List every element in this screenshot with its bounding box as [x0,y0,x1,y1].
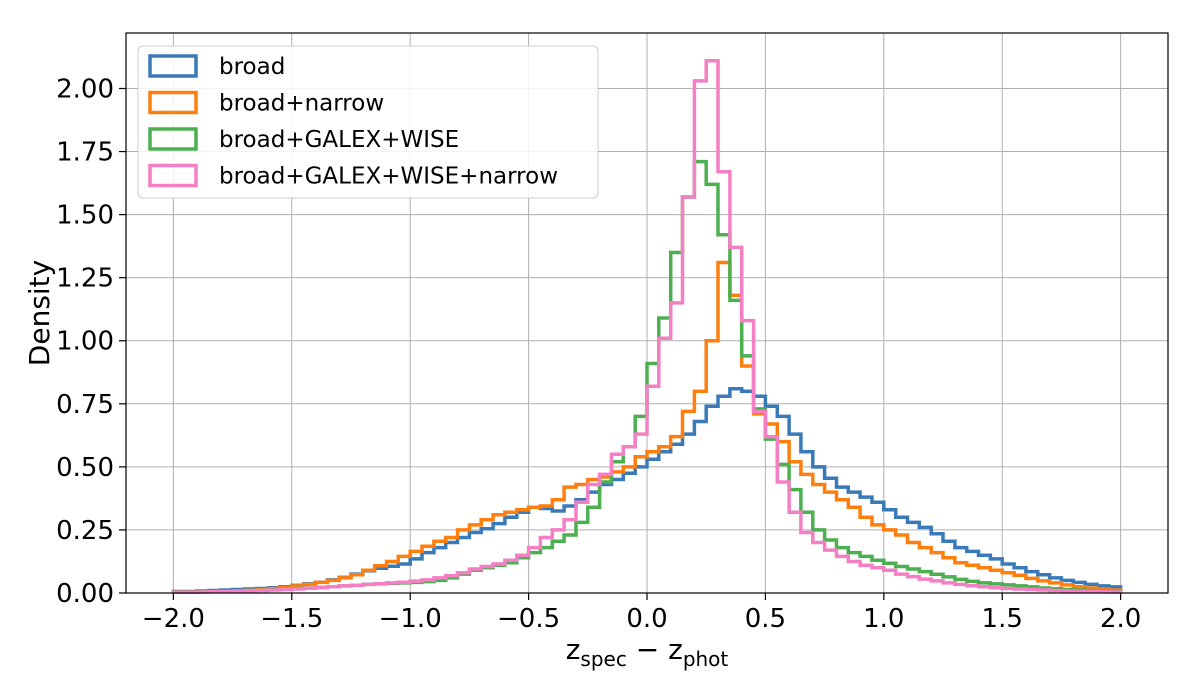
y-tick-label: 0.50 [56,453,114,483]
x-tick-label: 1.5 [982,604,1023,634]
histogram-step-line [171,260,1123,594]
series-broad-narrow [171,260,1123,594]
histogram-series [171,58,1123,594]
x-label-base-2: z [668,633,683,666]
legend-label: broad+narrow [219,91,384,117]
legend-label: broad+GALEX+WISE+narrow [219,164,558,190]
legend-label: broad [219,54,285,80]
x-tick-label: −1.0 [379,604,442,634]
x-axis-label: zspec − zphot [566,633,729,671]
y-tick-label: 1.50 [56,201,114,231]
y-tick-label: 2.00 [56,74,114,104]
x-label-sub-2: phot [683,647,729,671]
y-tick-label: 0.00 [56,579,114,609]
legend-item: broad+narrow [148,90,384,117]
legend: broad broad+narrow broad+GALEX+WISE broad+G… [137,45,599,199]
legend-box [137,45,599,199]
x-label-base-1: z [566,633,581,666]
x-tick-label: −1.5 [260,604,323,634]
legend-item: broad+GALEX+WISE+narrow [148,163,558,190]
x-tick-label: −2.0 [142,604,205,634]
y-tick-label: 1.25 [56,264,114,294]
x-tick-label: 2.0 [1100,604,1141,634]
x-tick-label: −0.5 [497,604,560,634]
legend-swatch [148,90,198,115]
x-tick-label: 0.5 [745,604,786,634]
y-tick-label: 0.75 [56,390,114,420]
y-tick-label: 1.75 [56,138,114,168]
y-tick-label: 0.25 [56,516,114,546]
legend-item: broad+GALEX+WISE [148,127,459,153]
y-axis-label: Density [23,260,56,366]
legend-label: broad+GALEX+WISE [219,127,459,153]
y-tick-label: 1.00 [56,327,114,357]
legend-item: broad [148,54,285,80]
histogram-step-line [171,58,1123,594]
legend-swatch [148,127,198,151]
x-tick-label: 0.0 [626,604,667,634]
x-label-operator: − [627,633,668,666]
legend-swatch [148,163,198,188]
x-label-sub-1: spec [580,647,626,671]
axis-ticks: −2.0 −1.5 −1.0 −0.5 0.0 0.5 1.0 1.5 2.0 0.00 0.25 0… [56,74,1141,634]
series-broad-galex-wise-narrow [171,58,1123,594]
legend-swatch [148,54,198,78]
x-tick-label: 1.0 [863,604,904,634]
